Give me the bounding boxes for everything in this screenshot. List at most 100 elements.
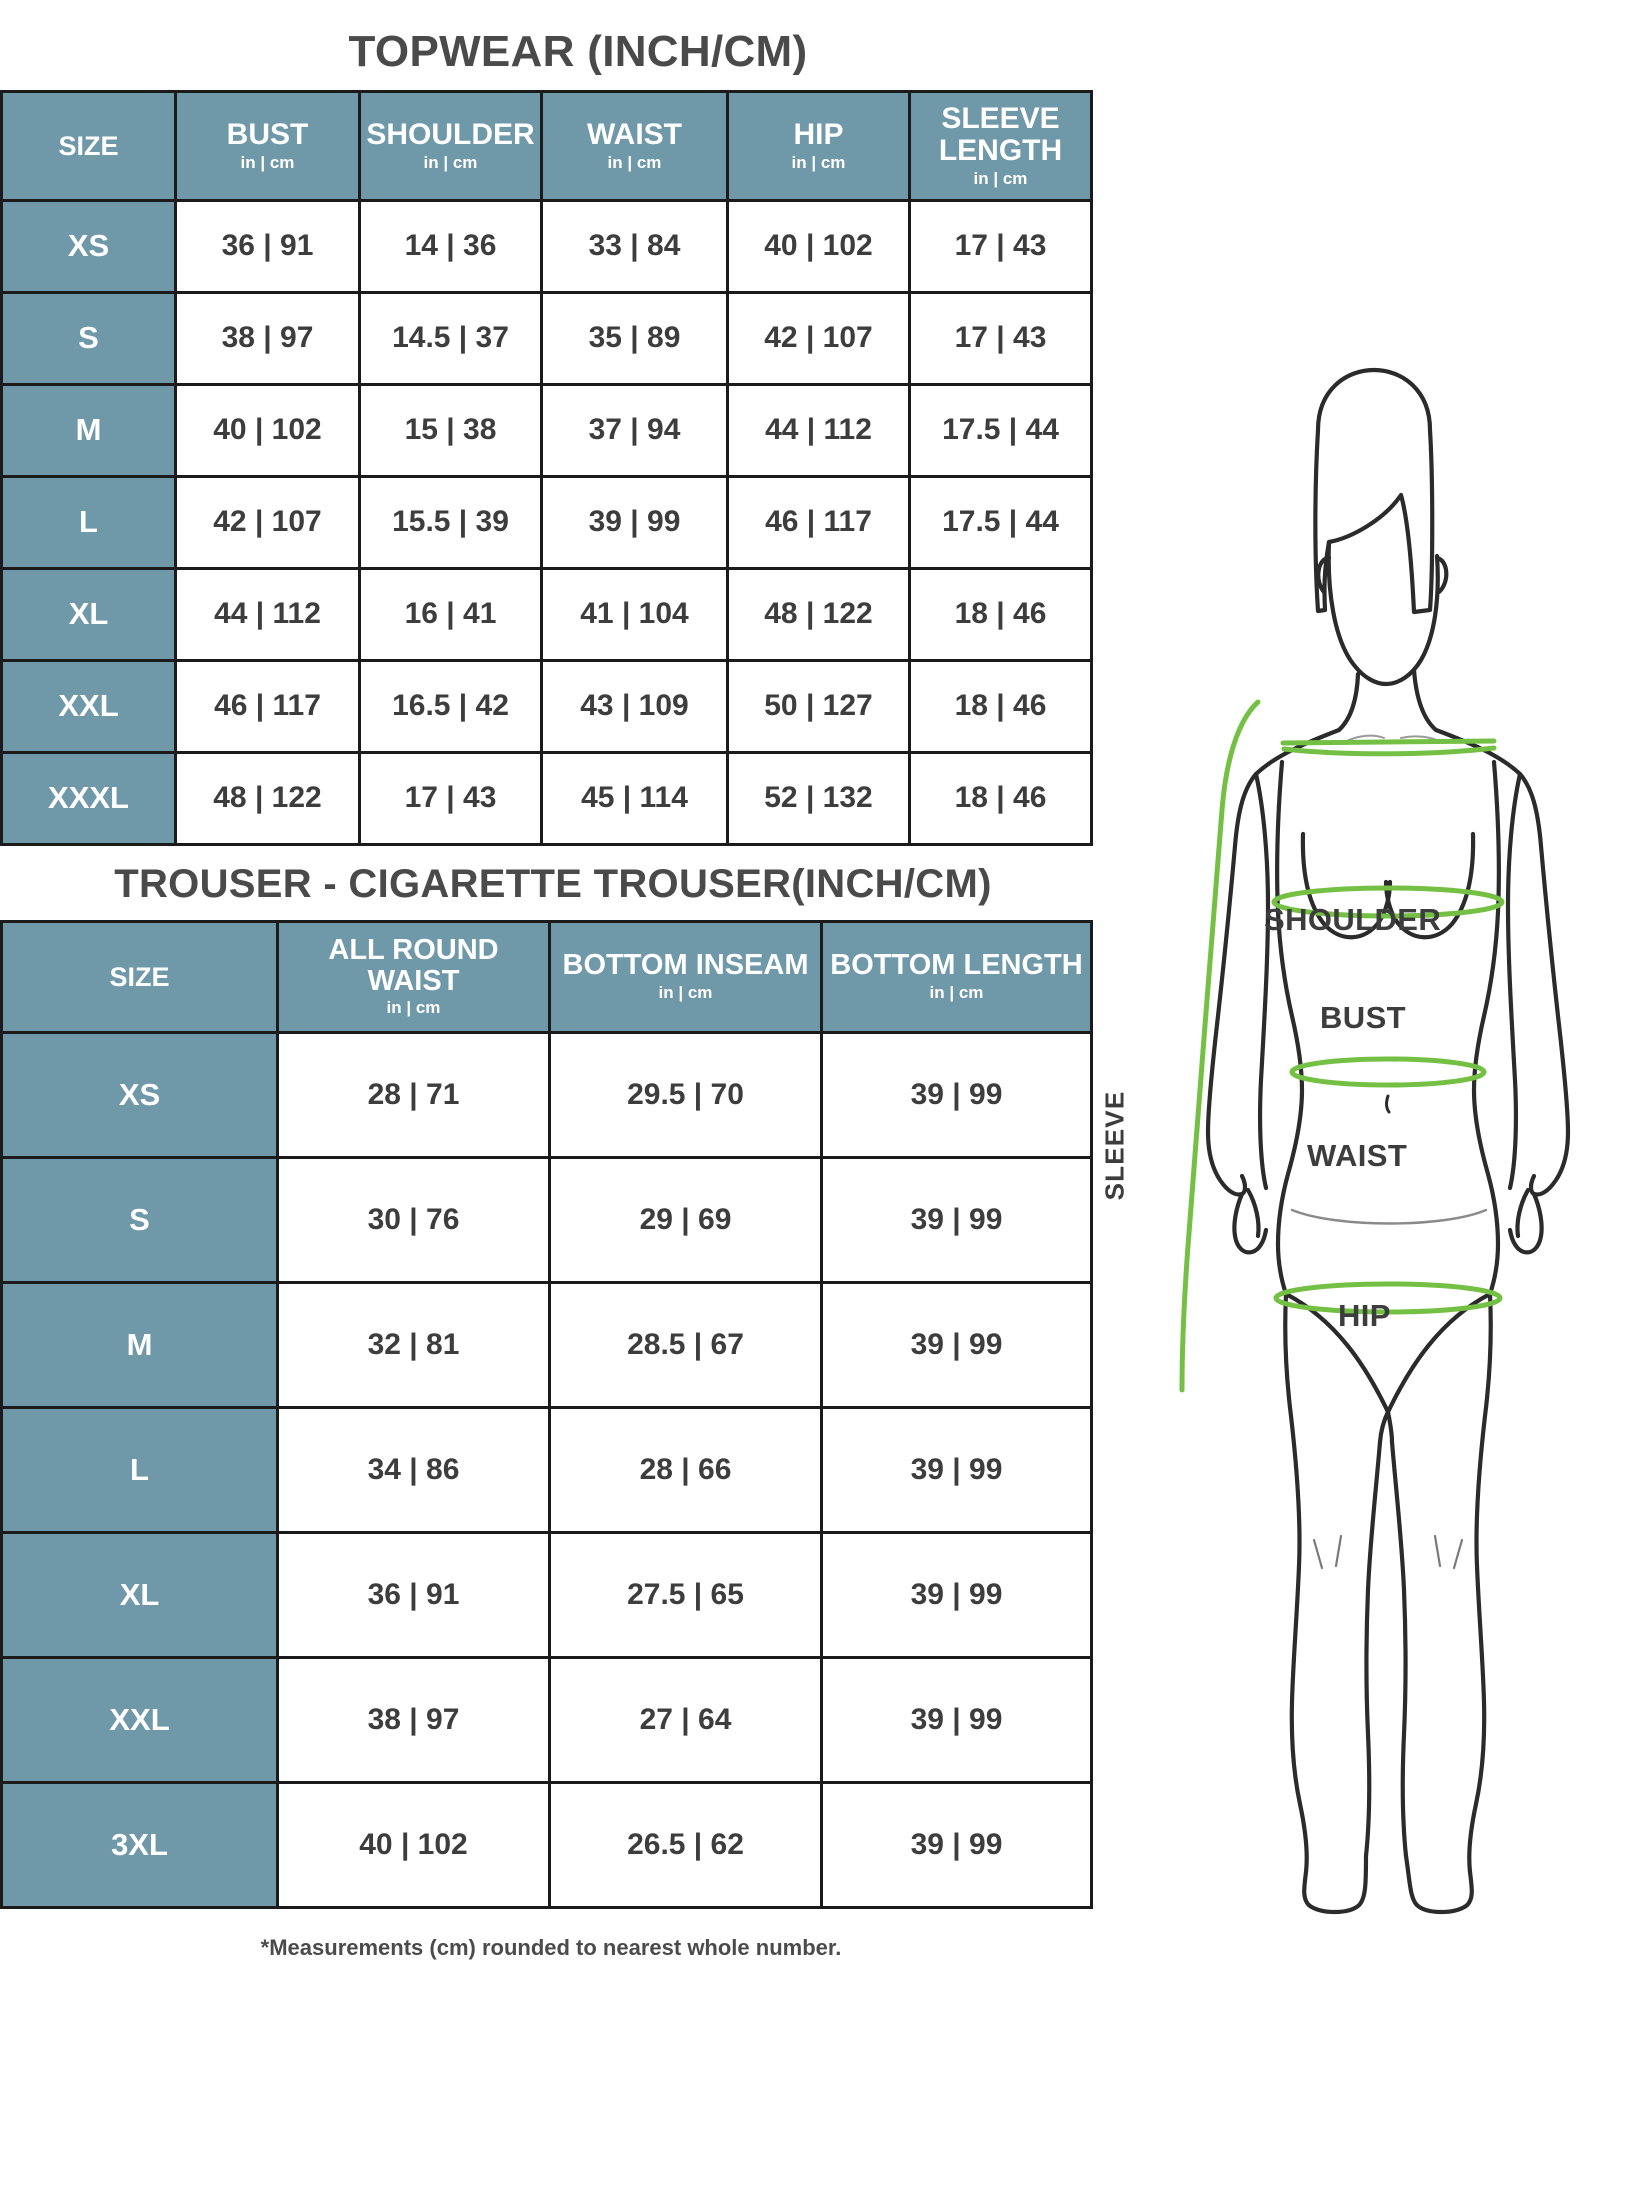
figure-label-bust: BUST bbox=[1320, 1000, 1406, 1035]
topwear-title: TOPWEAR (INCH/CM) bbox=[348, 27, 808, 76]
figure-label-sleeve: SLEEVE bbox=[1099, 1090, 1130, 1201]
column-header-all-round-waist-label: ALL ROUND WAIST bbox=[328, 933, 499, 997]
column-header-size-label: SIZE bbox=[109, 961, 170, 992]
right-leg-inner bbox=[1389, 1439, 1409, 1859]
trouser-size-table: SIZE ALL ROUND WAIST in | cm BOTTOM INSE… bbox=[0, 919, 1093, 1909]
cell-bust: 36 | 91 bbox=[174, 198, 361, 294]
column-header-bottom-length: BOTTOM LENGTH in | cm bbox=[820, 919, 1093, 1034]
cell-shoulder: 16 | 41 bbox=[358, 566, 543, 662]
right-leg-outer bbox=[1467, 1291, 1493, 1875]
cell-bust: 42 | 107 bbox=[174, 474, 361, 570]
left-ear bbox=[1316, 555, 1332, 595]
table-row: 3XL 40 | 102 26.5 | 62 39 | 99 bbox=[0, 1780, 1093, 1909]
trouser-title: TROUSER - CIGARETTE TROUSER(INCH/CM) bbox=[114, 861, 992, 906]
bust-left bbox=[1300, 831, 1393, 940]
table-row: S 30 | 76 29 | 69 39 | 99 bbox=[0, 1155, 1093, 1284]
column-header-bottom-length-label: BOTTOM LENGTH bbox=[830, 949, 1083, 982]
cell-size: M bbox=[0, 382, 177, 478]
cell-size: XS bbox=[0, 1030, 279, 1159]
cell-waist: 45 | 114 bbox=[540, 750, 729, 846]
column-header-size: SIZE bbox=[0, 90, 177, 202]
cell-sleeve: 17 | 43 bbox=[908, 290, 1093, 386]
table-row: XXL 46 | 117 16.5 | 42 43 | 109 50 | 127… bbox=[0, 658, 1093, 754]
table-row: L 34 | 86 28 | 66 39 | 99 bbox=[0, 1405, 1093, 1534]
table-row: XS 28 | 71 29.5 | 70 39 | 99 bbox=[0, 1030, 1093, 1159]
cell-shoulder: 16.5 | 42 bbox=[358, 658, 543, 754]
cell-size: S bbox=[0, 1155, 279, 1284]
left-knee-mark-2 bbox=[1334, 1534, 1343, 1568]
right-hand bbox=[1507, 1191, 1544, 1255]
pelvis-right bbox=[1487, 1241, 1501, 1297]
hip-measure-ellipse bbox=[1273, 1281, 1503, 1315]
bust-measure-ellipse bbox=[1271, 885, 1505, 919]
cell-shoulder: 14.5 | 37 bbox=[358, 290, 543, 386]
right-thumb bbox=[1515, 1187, 1531, 1239]
right-shoulder-arm bbox=[1433, 727, 1571, 1197]
column-header-bottom-length-unit: in | cm bbox=[929, 983, 984, 1003]
column-header-sleeve-length-label: SLEEVE LENGTH bbox=[938, 102, 1063, 167]
column-header-hip-label: HIP bbox=[793, 117, 844, 151]
cell-size: L bbox=[0, 1405, 279, 1534]
topwear-header-row: SIZE BUST in | cm SHOULDER in | cm WAIST… bbox=[0, 90, 1093, 202]
column-header-sleeve-length: SLEEVE LENGTH in | cm bbox=[908, 90, 1093, 202]
cell-size: XL bbox=[0, 1530, 279, 1659]
cell-shoulder: 15.5 | 39 bbox=[358, 474, 543, 570]
column-header-sleeve-length-unit: in | cm bbox=[973, 168, 1028, 188]
left-arm-inner bbox=[1253, 771, 1271, 1191]
right-ear bbox=[1434, 555, 1449, 595]
sleeve-measure-line bbox=[1179, 699, 1261, 1393]
cell-sleeve: 17.5 | 44 bbox=[908, 382, 1093, 478]
navel bbox=[1385, 1094, 1391, 1114]
cell-hip: 48 | 122 bbox=[726, 566, 911, 662]
column-header-size-label: SIZE bbox=[58, 130, 119, 161]
cell-bust: 48 | 122 bbox=[174, 750, 361, 846]
cell-bottom-inseam: 28.5 | 67 bbox=[548, 1280, 823, 1409]
female-body-diagram-svg bbox=[1179, 368, 1571, 1915]
cell-size: XS bbox=[0, 198, 177, 294]
cell-all-round-waist: 36 | 91 bbox=[276, 1530, 551, 1659]
cell-size: M bbox=[0, 1280, 279, 1409]
figure-label-shoulder: SHOULDER bbox=[1264, 902, 1442, 937]
right-foot bbox=[1403, 1853, 1474, 1915]
cell-waist: 41 | 104 bbox=[540, 566, 729, 662]
column-header-bust: BUST in | cm bbox=[174, 90, 361, 202]
column-header-shoulder: SHOULDER in | cm bbox=[358, 90, 543, 202]
cell-bottom-inseam: 29.5 | 70 bbox=[548, 1030, 823, 1159]
column-header-all-round-waist: ALL ROUND WAIST in | cm bbox=[276, 919, 551, 1034]
cell-all-round-waist: 32 | 81 bbox=[276, 1280, 551, 1409]
cell-shoulder: 17 | 43 bbox=[358, 750, 543, 846]
face-outline bbox=[1326, 539, 1440, 687]
cell-bottom-length: 39 | 99 bbox=[820, 1655, 1093, 1784]
column-header-size: SIZE bbox=[0, 919, 279, 1034]
body-measurement-figure: SHOULDER BUST WAIST HIP SLEEVE bbox=[1096, 290, 1652, 1930]
figure-label-hip: HIP bbox=[1338, 1298, 1391, 1333]
cell-hip: 40 | 102 bbox=[726, 198, 911, 294]
cell-bottom-inseam: 27.5 | 65 bbox=[548, 1530, 823, 1659]
cell-size: XXL bbox=[0, 1655, 279, 1784]
body-outline-group bbox=[1205, 368, 1571, 1915]
left-shoulder-arm bbox=[1205, 727, 1342, 1197]
cell-hip: 44 | 112 bbox=[726, 382, 911, 478]
torso-left-side bbox=[1275, 759, 1305, 1247]
cell-sleeve: 17.5 | 44 bbox=[908, 474, 1093, 570]
measurement-footnote: *Measurements (cm) rounded to nearest wh… bbox=[260, 1934, 842, 1960]
left-foot bbox=[1302, 1853, 1369, 1915]
column-header-hip: HIP in | cm bbox=[726, 90, 911, 202]
cell-shoulder: 15 | 38 bbox=[358, 382, 543, 478]
cell-sleeve: 18 | 46 bbox=[908, 750, 1093, 846]
cell-waist: 39 | 99 bbox=[540, 474, 729, 570]
cell-bust: 46 | 117 bbox=[174, 658, 361, 754]
cell-hip: 52 | 132 bbox=[726, 750, 911, 846]
figure-label-waist: WAIST bbox=[1307, 1138, 1408, 1173]
column-header-waist-unit: in | cm bbox=[607, 152, 662, 172]
figure-column: SHOULDER BUST WAIST HIP SLEEVE bbox=[1096, 0, 1652, 2200]
cell-hip: 46 | 117 bbox=[726, 474, 911, 570]
column-header-shoulder-label: SHOULDER bbox=[366, 117, 535, 151]
column-header-bottom-inseam-unit: in | cm bbox=[658, 983, 713, 1003]
cell-all-round-waist: 30 | 76 bbox=[276, 1155, 551, 1284]
right-knee-mark-2 bbox=[1433, 1534, 1442, 1568]
shoulder-measure-line bbox=[1280, 738, 1497, 746]
cell-waist: 33 | 84 bbox=[540, 198, 729, 294]
cell-bottom-length: 39 | 99 bbox=[820, 1155, 1093, 1284]
